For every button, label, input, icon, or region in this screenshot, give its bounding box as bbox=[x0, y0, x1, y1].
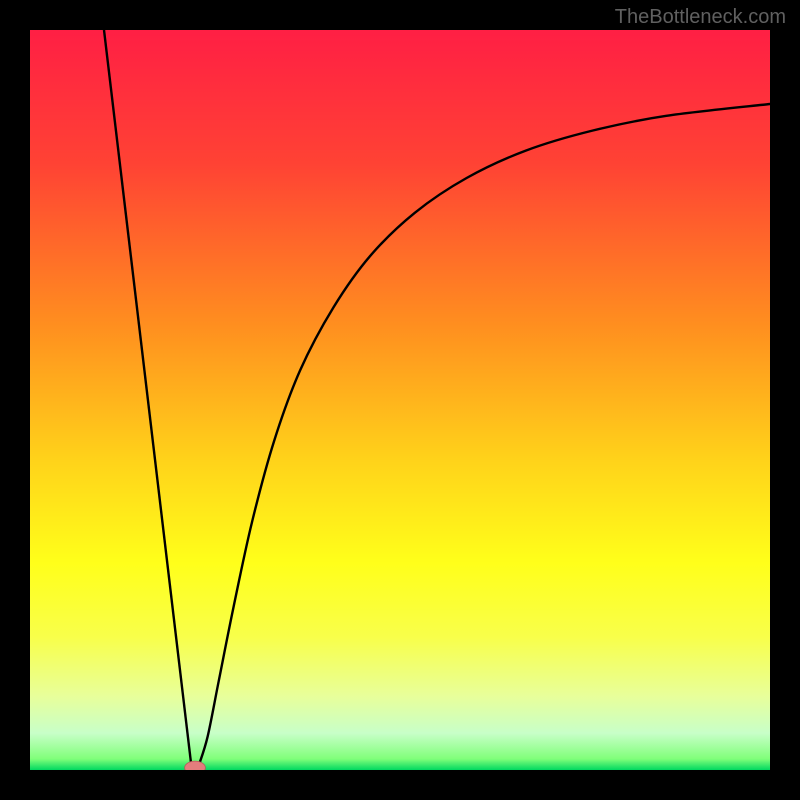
bottleneck-chart bbox=[30, 30, 770, 770]
gradient-background bbox=[30, 30, 770, 770]
watermark-text: TheBottleneck.com bbox=[615, 6, 786, 29]
